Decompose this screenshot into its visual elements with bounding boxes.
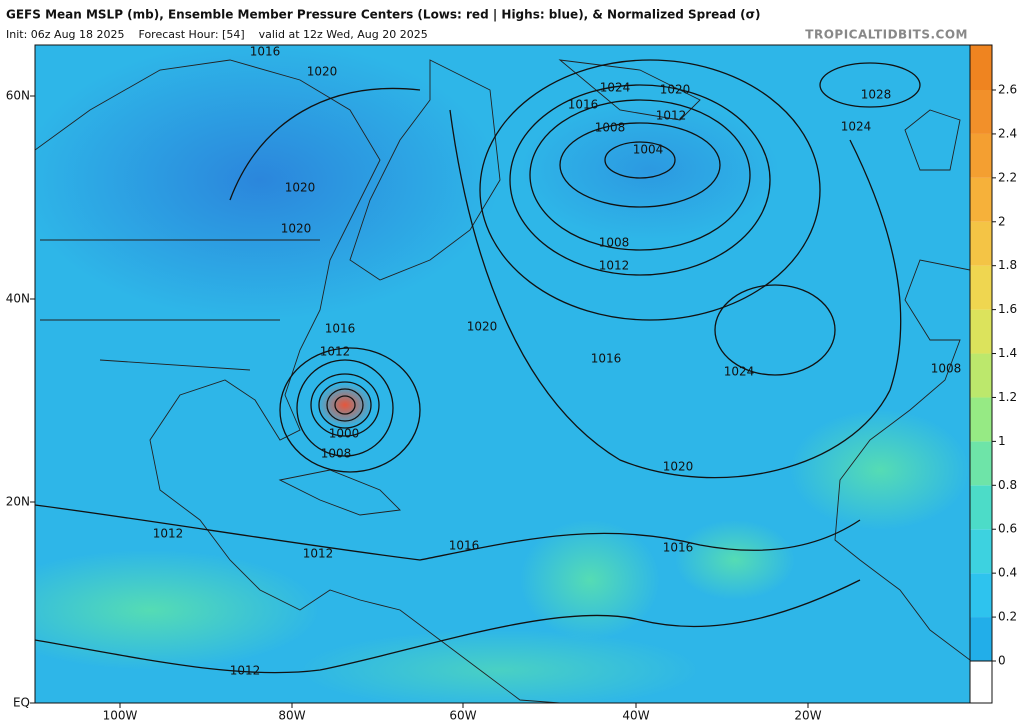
- contour-label: 1024: [841, 120, 872, 134]
- contour-label: 1020: [307, 65, 338, 79]
- colorbar-tick-label: 0: [998, 654, 1006, 668]
- contour-label: 1020: [281, 222, 312, 236]
- contour-label: 1020: [660, 83, 691, 97]
- contour-label: 1024: [724, 365, 755, 379]
- site-name: TROPICALTIDBITS.COM: [805, 28, 968, 42]
- colorbar-tick-label: 2.2: [998, 170, 1017, 184]
- colorbar-tick-label: 0.6: [998, 522, 1017, 536]
- colorbar-segment: [970, 441, 992, 486]
- colorbar-segment: [970, 573, 992, 618]
- lat-label: 20N: [6, 495, 30, 509]
- contour-label: 1012: [599, 259, 630, 273]
- colorbar-segment: [970, 617, 992, 661]
- lon-label: 100W: [103, 709, 138, 723]
- contour-label: 1012: [153, 527, 184, 541]
- colorbar-tick-label: 1.8: [998, 258, 1017, 272]
- colorbar-tick-label: 0.2: [998, 610, 1017, 624]
- map-area: [35, 45, 970, 703]
- contour-label: 1012: [320, 345, 351, 359]
- contour-label: 1020: [467, 320, 498, 334]
- colorbar-segment: [970, 485, 992, 530]
- colorbar-segment: [970, 133, 992, 178]
- contour-label: 1016: [449, 539, 480, 553]
- colorbar-tick-label: 1.2: [998, 390, 1017, 404]
- colorbar-segment: [970, 221, 992, 266]
- contour-label: 1012: [230, 664, 261, 678]
- colorbar-tick-label: 2.6: [998, 83, 1017, 97]
- contour-label: 1016: [663, 541, 694, 555]
- colorbar-segment: [970, 265, 992, 310]
- contour-label: 1008: [931, 362, 962, 376]
- contour-label: 1004: [633, 143, 664, 157]
- contour-label: 1012: [656, 109, 687, 123]
- contour-label: 1028: [861, 88, 892, 102]
- colorbar-frame: [969, 44, 993, 662]
- contour-label: 1016: [591, 352, 622, 366]
- colorbar-tick-label: 0.4: [998, 566, 1017, 580]
- init-line: Init: 06z Aug 18 2025 Forecast Hour: [54…: [6, 28, 428, 41]
- colorbar-segment: [970, 177, 992, 222]
- colorbar-segment: [970, 309, 992, 354]
- colorbar-segment: [970, 529, 992, 574]
- lon-label: 80W: [278, 709, 305, 723]
- lon-label: 20W: [794, 709, 821, 723]
- colorbar-segment: [970, 90, 992, 134]
- colorbar-segment: [970, 45, 992, 90]
- contour-label: 1012: [303, 547, 334, 561]
- colorbar-tick-label: 1.6: [998, 302, 1017, 316]
- lat-label: EQ: [13, 696, 30, 710]
- colorbar-segment: [970, 397, 992, 442]
- contour-label: 1020: [285, 181, 316, 195]
- colorbar-segment: [970, 353, 992, 398]
- contour-label: 1000: [329, 427, 360, 441]
- contour-label: 1008: [321, 447, 352, 461]
- colorbar-tick-label: 1: [998, 434, 1006, 448]
- lon-label: 40W: [622, 709, 649, 723]
- contour-label: 1008: [599, 236, 630, 250]
- colorbar-tick-label: 1.4: [998, 346, 1017, 360]
- contour-label: 1020: [663, 460, 694, 474]
- contour-label: 1008: [595, 121, 626, 135]
- colorbar-under: [969, 660, 993, 704]
- colorbar-tick-label: 0.8: [998, 478, 1017, 492]
- contour-label: 1016: [325, 322, 356, 336]
- contour-label: 1016: [250, 45, 281, 59]
- contour-label: 1024: [600, 81, 631, 95]
- title: GEFS Mean MSLP (mb), Ensemble Member Pre…: [6, 8, 760, 22]
- colorbar-tick-label: 2: [998, 214, 1006, 228]
- lon-label: 60W: [449, 709, 476, 723]
- contour-label: 1016: [568, 98, 599, 112]
- colorbar-tick-label: 2.4: [998, 126, 1017, 140]
- lat-label: 40N: [6, 292, 30, 306]
- lat-label: 60N: [6, 89, 30, 103]
